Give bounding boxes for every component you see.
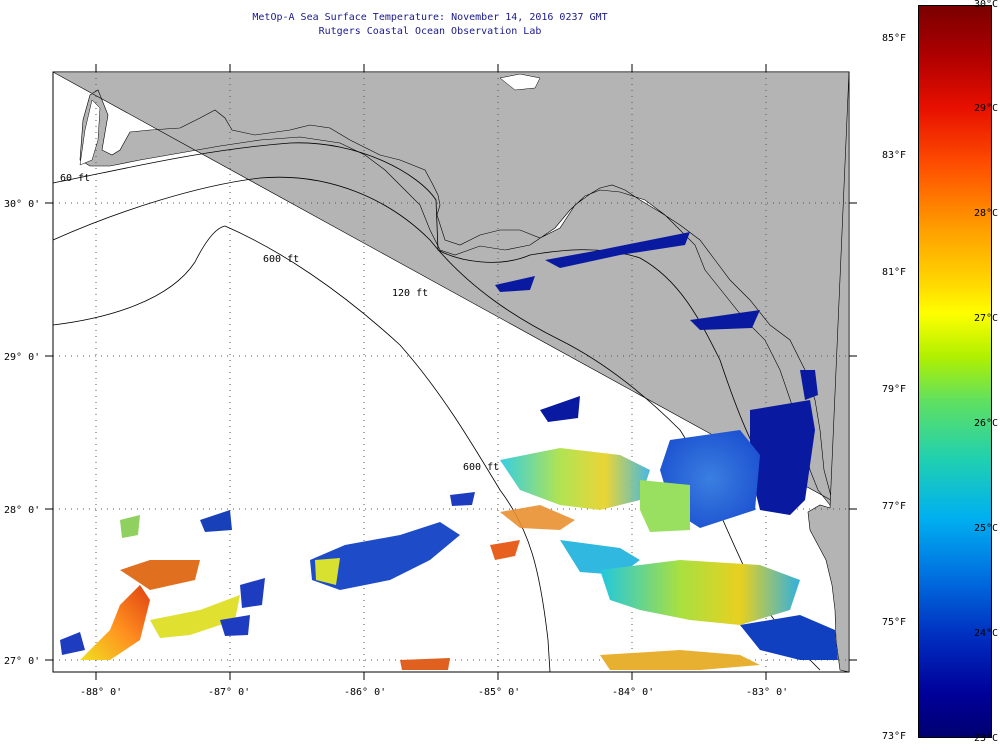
cbar-f-81: 81°F	[882, 267, 907, 278]
white-bay-2	[499, 73, 541, 91]
lat-label-29: 29° 0'	[4, 352, 40, 363]
isobath-label-600ft-south: 600 ft	[463, 462, 499, 473]
lon-label-83: -83° 0'	[746, 687, 788, 698]
cbar-c-26: 26°C	[974, 418, 999, 429]
cbar-c-27: 27°C	[974, 313, 999, 324]
lat-label-27: 27° 0'	[4, 656, 40, 667]
land-florida-south	[807, 71, 850, 673]
graticule	[53, 72, 849, 672]
cbar-c-24: 24°C	[974, 628, 999, 639]
lat-label-30: 30° 0'	[4, 199, 40, 210]
cbar-c-25: 25°C	[974, 523, 999, 534]
cbar-c-28: 28°C	[974, 208, 999, 219]
land-panhandle	[52, 71, 850, 511]
isobath-label-60ft: 60 ft	[60, 173, 90, 184]
isobath-label-600ft-north: 600 ft	[263, 254, 299, 265]
white-bay	[79, 99, 101, 166]
lat-label-28: 28° 0'	[4, 505, 40, 516]
cbar-c-23: 23°C	[974, 733, 999, 744]
axis-ticks	[45, 64, 857, 680]
cbar-c-30: 30°C	[974, 0, 999, 10]
cbar-f-85: 85°F	[882, 33, 907, 44]
cbar-f-77: 77°F	[882, 501, 907, 512]
isobath-label-120ft: 120 ft	[392, 288, 428, 299]
lon-label-85: -85° 0'	[478, 687, 520, 698]
colorbar-gradient	[918, 5, 992, 738]
lon-label-87: -87° 0'	[208, 687, 250, 698]
cbar-f-83: 83°F	[882, 150, 907, 161]
cbar-f-73: 73°F	[882, 731, 907, 742]
cbar-f-75: 75°F	[882, 617, 907, 628]
sst-data	[60, 232, 838, 670]
cbar-c-29: 29°C	[974, 103, 999, 114]
map-title: MetOp-A Sea Surface Temperature: Novembe…	[252, 12, 608, 23]
lon-label-84: -84° 0'	[612, 687, 654, 698]
lon-label-86: -86° 0'	[344, 687, 386, 698]
map-subtitle: Rutgers Coastal Ocean Observation Lab	[318, 26, 542, 37]
cbar-f-79: 79°F	[882, 384, 907, 395]
lon-label-88: -88° 0'	[80, 687, 122, 698]
colorbar: 30°C 29°C 28°C 27°C 26°C 25°C 24°C 23°C …	[882, 0, 998, 744]
